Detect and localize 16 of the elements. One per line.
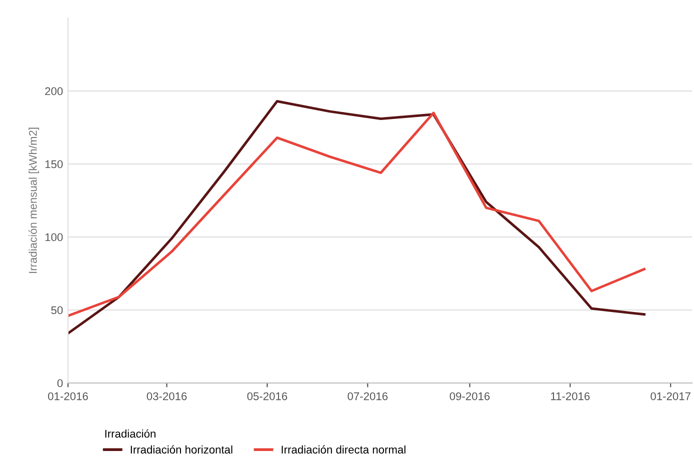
- legend-title: Irradiación: [105, 429, 156, 438]
- y-tick-label: 50: [51, 306, 63, 314]
- y-tick-label: 200: [45, 87, 63, 96]
- legend-label: Irradiación horizontal: [130, 445, 232, 454]
- x-tick-label: 03-2016: [146, 392, 187, 400]
- y-axis-title: Irradiación mensual [kWh/m2]: [28, 128, 40, 273]
- y-tick-label: 150: [45, 160, 63, 168]
- x-tick-label: 11-2016: [551, 392, 590, 400]
- legend-label: Irradiación directa normal: [282, 445, 406, 454]
- x-tick-label: 01-2017: [650, 392, 690, 400]
- x-tick-label: 05-2016: [247, 392, 288, 400]
- x-tick-label: 07-2016: [348, 392, 388, 400]
- y-tick-label: 100: [45, 233, 63, 242]
- x-tick-label: 09-2016: [450, 392, 490, 400]
- y-tick-label: 0: [57, 379, 63, 388]
- x-tick-label: 01-2016: [48, 392, 88, 400]
